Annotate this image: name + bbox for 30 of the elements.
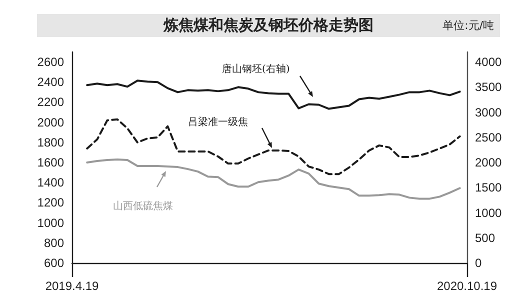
y-tick-label: 800 xyxy=(44,236,64,250)
series-label: 吕梁准一级焦 xyxy=(188,116,248,129)
y-tick-label: 1000 xyxy=(37,216,64,230)
x-tick-label: 2019.4.19 xyxy=(45,279,100,293)
line-series xyxy=(86,80,461,110)
y2-tick-label: 2000 xyxy=(475,156,502,170)
text: 单位:元/吨 xyxy=(442,18,494,34)
y-tick-label: 1800 xyxy=(37,135,64,150)
text: 山西低硫焦煤 xyxy=(113,200,173,213)
y2-tick-label: 3500 xyxy=(475,80,502,94)
line-series xyxy=(86,118,461,176)
y-tick-label: 2600 xyxy=(37,55,64,70)
y-tick-label: 2400 xyxy=(37,75,64,90)
series-label: 唐山钢坯(右轴) xyxy=(222,62,290,76)
y2-tick-label: 2500 xyxy=(475,130,502,144)
y-tick-label: 2200 xyxy=(37,95,64,110)
line-series xyxy=(86,158,461,200)
y2-tick-label: 4000 xyxy=(475,55,502,70)
y-tick-label: 1400 xyxy=(37,176,64,190)
y2-tick-label: 500 xyxy=(475,230,496,245)
y-tick-label: 1600 xyxy=(37,156,64,170)
chart-title: 炼焦煤和焦炭及钢坯价格走势图 xyxy=(164,16,374,34)
y2-tick-label: 3000 xyxy=(475,105,502,120)
y2-tick-label: 1500 xyxy=(475,180,502,195)
y-tick-label: 600 xyxy=(44,256,64,270)
y-tick-label: 2000 xyxy=(37,115,64,130)
y2-tick-label: 1000 xyxy=(475,206,502,220)
y2-tick-label: 0 xyxy=(475,256,482,270)
y-tick-label: 1200 xyxy=(37,196,64,210)
x-tick-label: 2020.10.19 xyxy=(436,279,498,293)
